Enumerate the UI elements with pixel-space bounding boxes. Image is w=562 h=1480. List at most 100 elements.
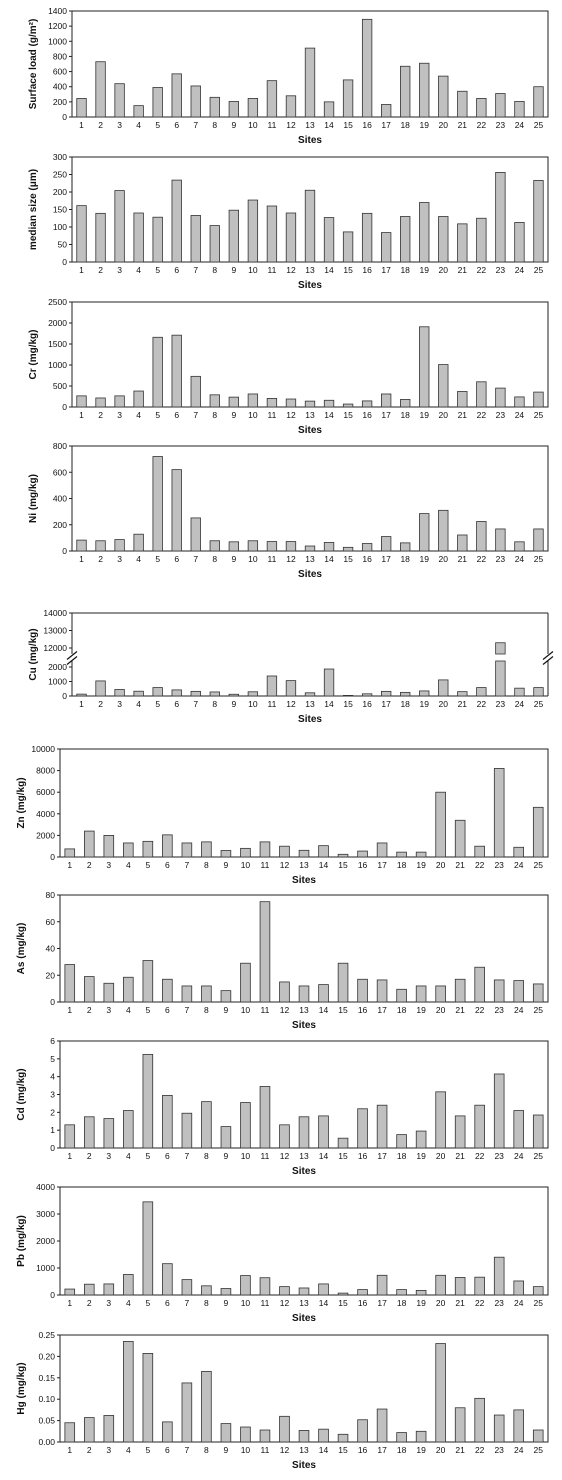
bar xyxy=(318,1115,329,1149)
y-tick-label: 0 xyxy=(50,1290,55,1300)
x-tick-label: 9 xyxy=(231,699,236,709)
bar xyxy=(247,540,259,552)
x-tick-label: 14 xyxy=(319,1005,329,1015)
x-tick-label: 18 xyxy=(400,699,410,709)
x-tick-label: 17 xyxy=(381,120,391,130)
bar xyxy=(259,1086,271,1149)
y-tick-label: 600 xyxy=(53,467,67,477)
y-tick-label: 3 xyxy=(50,1090,55,1100)
x-tick-label: 13 xyxy=(299,1151,309,1161)
x-tick-label: 18 xyxy=(397,1151,407,1161)
bar xyxy=(114,539,125,552)
bar xyxy=(493,1256,505,1296)
x-tick-label: 18 xyxy=(397,1445,407,1455)
bar xyxy=(476,687,487,697)
y-tick-label: 0 xyxy=(62,112,67,122)
x-tick-label: 24 xyxy=(515,410,525,420)
bar xyxy=(259,841,271,858)
x-tick-label: 20 xyxy=(439,265,449,275)
x-tick-label: 5 xyxy=(155,410,160,420)
bar xyxy=(357,1419,368,1443)
x-tick-label: 16 xyxy=(362,265,372,275)
bar xyxy=(357,1108,368,1149)
x-tick-label: 13 xyxy=(305,410,315,420)
x-tick-label: 16 xyxy=(358,1005,368,1015)
bar xyxy=(266,80,278,118)
x-tick-label: 12 xyxy=(286,699,296,709)
x-tick-label: 3 xyxy=(106,1298,111,1308)
x-tick-label: 8 xyxy=(204,860,209,870)
bar xyxy=(76,693,87,697)
bar xyxy=(76,98,87,118)
bar xyxy=(419,690,430,697)
x-tick-label: 2 xyxy=(98,699,103,709)
y-tick-label: 1000 xyxy=(48,677,67,687)
y-tick-label: 0.00 xyxy=(38,1437,55,1447)
bar xyxy=(380,104,392,118)
x-tick-label: 17 xyxy=(381,699,391,709)
bar xyxy=(476,217,487,263)
bar xyxy=(266,675,278,697)
bar xyxy=(438,679,449,697)
bar xyxy=(380,536,392,552)
x-tick-label: 4 xyxy=(126,1298,131,1308)
y-axis-label: median size (μm) xyxy=(28,169,39,250)
x-tick-label: 11 xyxy=(261,1151,270,1161)
y-tick-label: 0 xyxy=(62,546,67,556)
x-tick-label: 7 xyxy=(193,410,198,420)
y-tick-label: 300 xyxy=(53,152,67,162)
bar xyxy=(298,1287,310,1296)
bar xyxy=(495,528,506,552)
x-tick-label: 14 xyxy=(319,1151,329,1161)
bar xyxy=(457,223,468,263)
bar xyxy=(201,1101,212,1149)
bar xyxy=(457,534,468,552)
x-tick-label: 15 xyxy=(343,699,353,709)
y-axis-label: Cr (mg/kg) xyxy=(28,330,39,380)
x-tick-label: 21 xyxy=(458,699,468,709)
bar xyxy=(454,819,466,858)
x-axis-label: Sites xyxy=(298,569,322,580)
bar xyxy=(533,687,544,697)
x-tick-label: 25 xyxy=(534,699,544,709)
y-tick-label: 2000 xyxy=(48,662,67,672)
bar xyxy=(304,47,316,118)
bar xyxy=(228,396,240,408)
y-tick-label: 0.10 xyxy=(38,1394,55,1404)
x-tick-label: 1 xyxy=(79,120,84,130)
x-tick-label: 11 xyxy=(268,265,277,275)
x-tick-label: 11 xyxy=(261,1005,270,1015)
axis-break-mark xyxy=(66,656,78,665)
bar xyxy=(247,199,259,263)
bar xyxy=(279,1286,290,1296)
y-axis-label: Surface load (g/m²) xyxy=(28,19,39,110)
bar xyxy=(533,528,544,552)
x-tick-label: 9 xyxy=(231,265,236,275)
y-axis-label: Cd (mg/kg) xyxy=(16,1068,27,1120)
x-tick-label: 6 xyxy=(165,1151,170,1161)
x-tick-label: 25 xyxy=(534,860,544,870)
bar xyxy=(532,1114,544,1149)
bar xyxy=(376,1408,388,1443)
bar xyxy=(247,691,259,697)
x-tick-label: 2 xyxy=(87,1005,92,1015)
x-tick-label: 18 xyxy=(400,265,410,275)
x-tick-label: 8 xyxy=(204,1005,209,1015)
x-tick-label: 19 xyxy=(420,120,430,130)
x-tick-label: 20 xyxy=(439,410,449,420)
x-tick-label: 9 xyxy=(224,1151,229,1161)
x-tick-label: 7 xyxy=(193,699,198,709)
x-tick-label: 3 xyxy=(106,1151,111,1161)
x-tick-label: 22 xyxy=(475,1445,485,1455)
y-tick-label: 6000 xyxy=(36,787,55,797)
bar xyxy=(513,980,525,1003)
bar xyxy=(64,1422,76,1443)
bar xyxy=(171,469,182,552)
bar xyxy=(142,840,154,858)
x-tick-label: 6 xyxy=(174,120,179,130)
x-tick-label: 15 xyxy=(338,1005,348,1015)
x-tick-label: 13 xyxy=(299,1298,309,1308)
x-tick-label: 15 xyxy=(338,1151,348,1161)
